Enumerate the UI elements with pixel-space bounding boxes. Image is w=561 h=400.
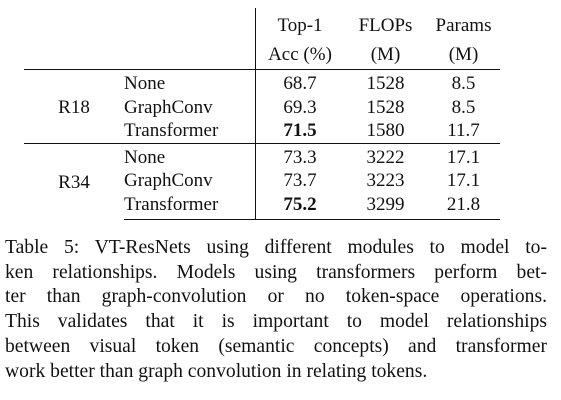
backbone-label: R34 bbox=[24, 142, 124, 220]
header-params-line2: (M) bbox=[448, 44, 479, 65]
top1-cell: 68.7 bbox=[255, 69, 344, 96]
header-empty-module-2 bbox=[124, 37, 256, 70]
table-row: R18 None 68.7 1528 8.5 bbox=[24, 69, 500, 143]
top1-cell-best: 75.2 bbox=[255, 192, 344, 220]
results-table: Top-1 FLOPs Params Acc (%) (M) (M) R18 N… bbox=[24, 8, 500, 220]
header-flops-line2: (M) bbox=[370, 44, 401, 65]
table-row: GraphConv 69.3 1528 8.5 bbox=[24, 95, 500, 119]
header-flops-line1: FLOPs bbox=[358, 15, 413, 36]
table-row: Transformer 75.2 3299 21.8 bbox=[24, 192, 500, 220]
table-header: Top-1 FLOPs Params Acc (%) (M) (M) bbox=[24, 8, 500, 70]
module-cell: None bbox=[124, 69, 256, 96]
flops-cell: 1528 bbox=[366, 96, 405, 118]
params-cell: 8.5 bbox=[427, 69, 500, 96]
table-caption: Table 5: VT-ResNets using different modu… bbox=[5, 236, 547, 384]
top1-cell: 73.3 bbox=[255, 142, 344, 169]
caption-line: This validates that it is important to m… bbox=[5, 311, 547, 333]
top1-cell: 73.7 bbox=[255, 169, 344, 193]
header-params-line1: Params bbox=[435, 15, 492, 36]
caption-line: ken relationships. Models using transfor… bbox=[5, 261, 547, 283]
module-cell: None bbox=[124, 142, 256, 169]
params-cell: 11.7 bbox=[447, 120, 480, 142]
table-row: GraphConv 73.7 3223 17.1 bbox=[24, 169, 500, 193]
header-empty-backbone bbox=[24, 8, 124, 37]
params-cell: 17.1 bbox=[427, 142, 500, 169]
caption-line: ter than graph-convolution or no token-s… bbox=[5, 286, 547, 308]
flops-cell: 3223 bbox=[366, 170, 405, 192]
caption-line: Table 5: VT-ResNets using different modu… bbox=[5, 237, 547, 258]
flops-cell: 3299 bbox=[344, 192, 427, 220]
header-top1-line2: Acc (%) bbox=[255, 37, 344, 70]
flops-cell: 1580 bbox=[366, 120, 405, 142]
flops-cell: 3222 bbox=[344, 142, 427, 169]
module-cell: GraphConv bbox=[124, 170, 213, 192]
table-group-r34: R34 None 73.3 3222 17.1 GraphConv 73.7 3… bbox=[24, 142, 500, 220]
header-empty-backbone-2 bbox=[24, 37, 124, 70]
top1-cell: 69.3 bbox=[255, 95, 344, 119]
params-cell: 17.1 bbox=[446, 170, 481, 192]
header-empty-module bbox=[124, 8, 256, 37]
module-cell: GraphConv bbox=[124, 96, 213, 118]
caption-line: work better than graph convolution in re… bbox=[5, 360, 428, 382]
results-table-container: Top-1 FLOPs Params Acc (%) (M) (M) R18 N… bbox=[24, 8, 531, 220]
top1-cell-best: 71.5 bbox=[255, 119, 344, 143]
table-row: R34 None 73.3 3222 17.1 bbox=[24, 142, 500, 220]
flops-cell: 1528 bbox=[344, 69, 427, 96]
params-cell: 8.5 bbox=[451, 96, 476, 118]
params-cell: 21.8 bbox=[427, 192, 500, 220]
caption-line: between visual token (semantic concepts)… bbox=[5, 335, 547, 357]
module-cell: Transformer bbox=[124, 120, 219, 142]
module-cell: Transformer bbox=[124, 192, 256, 220]
backbone-label: R18 bbox=[24, 69, 124, 143]
table-row: Transformer 71.5 1580 11.7 bbox=[24, 119, 500, 143]
table-group-r18: R18 None 68.7 1528 8.5 GraphConv 69.3 15… bbox=[24, 69, 500, 143]
header-top1-line1: Top-1 bbox=[255, 8, 344, 37]
